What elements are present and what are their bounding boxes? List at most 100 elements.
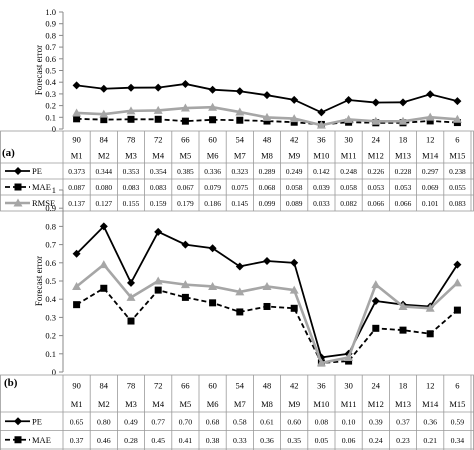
data-point-mae	[236, 308, 244, 316]
x-tick-label-top: 48	[263, 380, 272, 390]
data-point-pe	[317, 108, 326, 117]
y-axis-title: Forecast error	[34, 256, 44, 306]
data-point-rmse	[99, 260, 109, 269]
data-point-mae	[290, 118, 298, 126]
data-point-pe	[344, 95, 353, 104]
data-point-rmse	[398, 301, 408, 310]
data-label-mae: 0.075	[231, 183, 248, 192]
legend-entry-pe: PE	[5, 166, 42, 176]
data-point-pe	[181, 240, 190, 249]
x-tick-label-bottom: M8	[261, 399, 273, 409]
data-point-mae	[73, 115, 81, 123]
data-label-rmse: 0.159	[150, 199, 167, 208]
data-point-mae	[236, 116, 244, 124]
data-point-rmse	[153, 276, 163, 285]
data-label-pe: 0.61	[260, 417, 274, 426]
data-label-pe: 0.60	[287, 417, 301, 426]
y-tick-label: 0	[52, 124, 56, 134]
data-label-mae: 0.068	[259, 183, 276, 192]
series-line-pe	[75, 224, 459, 359]
data-point-pe	[127, 83, 135, 92]
legend-label: MAE	[32, 435, 51, 445]
x-tick-label-bottom: M3	[125, 399, 137, 409]
data-label-mae: 0.34	[451, 436, 465, 445]
y-tick-label: 0.2	[45, 331, 56, 341]
data-point-pe	[72, 249, 81, 258]
data-point-pe	[208, 85, 217, 94]
data-point-mae	[127, 115, 135, 123]
data-label-mae: 0.039	[313, 183, 330, 192]
data-point-rmse	[425, 303, 435, 312]
y-tick-label: 0.4	[45, 294, 56, 304]
data-label-pe: 0.323	[231, 167, 248, 176]
legend-marker	[14, 436, 22, 444]
data-label-pe: 0.65	[70, 417, 84, 426]
data-point-mae	[426, 117, 434, 125]
x-tick-label-bottom: M9	[288, 151, 300, 161]
data-label-pe: 0.37	[396, 417, 410, 426]
data-point-rmse	[425, 112, 435, 121]
legend-label: RMSE	[32, 198, 55, 208]
data-label-pe: 0.249	[286, 167, 303, 176]
data-label-rmse: 0.066	[367, 199, 384, 208]
data-point-pe	[290, 258, 299, 267]
legend-marker	[13, 198, 23, 207]
data-label-mae: 0.38	[206, 436, 220, 445]
legend-marker	[14, 183, 22, 191]
data-point-rmse	[371, 280, 381, 289]
x-tick-label-bottom: M9	[288, 399, 300, 409]
data-label-pe: 0.142	[313, 167, 330, 176]
y-tick-label: 0.9	[45, 19, 56, 29]
x-tick-label-top: 72	[154, 135, 163, 145]
data-label-rmse: 0.099	[259, 199, 276, 208]
data-label-pe: 0.238	[449, 167, 466, 176]
data-label-mae: 0.35	[287, 436, 301, 445]
data-label-mae: 0.46	[97, 436, 111, 445]
data-label-pe: 0.58	[233, 417, 247, 426]
x-tick-label-top: 12	[426, 135, 435, 145]
data-point-mae	[290, 304, 298, 312]
panel-label: (a)	[2, 147, 15, 159]
data-point-mae	[73, 301, 81, 309]
x-tick-label-top: 24	[372, 380, 381, 390]
series-mae	[73, 284, 461, 367]
chart-panel-b: 0 0.1 0.2 0.3 0.4 0.5 0.6 0.7 0.8 0.9 1 Forecast er…	[0, 185, 474, 450]
panel-label: (b)	[4, 377, 18, 389]
data-label-mae: 0.053	[367, 183, 384, 192]
data-label-pe: 0.80	[97, 417, 111, 426]
x-tick-label-bottom: M4	[152, 399, 165, 409]
data-point-rmse	[180, 280, 190, 289]
data-point-pe	[371, 98, 380, 107]
y-tick-label: 0.3	[45, 312, 56, 322]
x-tick-label-top: 30	[344, 380, 353, 390]
y-tick-label: 1	[52, 185, 56, 195]
data-label-mae: 0.069	[422, 183, 439, 192]
x-tick-label-bottom: M14	[422, 399, 439, 409]
y-tick-label: 0.3	[45, 89, 56, 99]
data-point-pe	[154, 227, 163, 236]
x-tick-label-top: 36	[317, 380, 326, 390]
y-axis-title: Forecast error	[34, 45, 44, 95]
data-label-mae: 0.33	[233, 436, 247, 445]
x-tick-label-top: 42	[290, 380, 299, 390]
data-label-rmse: 0.179	[177, 199, 194, 208]
x-tick-label-top: 72	[154, 380, 163, 390]
y-tick-label: 0.7	[45, 42, 56, 52]
data-label-pe: 0.226	[367, 167, 384, 176]
data-label-mae: 0.058	[340, 183, 357, 192]
y-tick-label: 0.5	[45, 66, 56, 76]
data-point-pe	[453, 260, 462, 269]
data-point-rmse	[398, 116, 408, 125]
data-point-rmse	[344, 352, 354, 361]
data-point-rmse	[72, 281, 82, 290]
data-label-pe: 0.354	[150, 167, 167, 176]
y-tick-label: 0.8	[45, 221, 56, 231]
data-label-pe: 0.10	[342, 417, 356, 426]
x-tick-label-top: 18	[399, 135, 408, 145]
data-point-mae	[181, 117, 189, 125]
data-point-mae	[372, 324, 380, 332]
x-tick-label-bottom: M2	[98, 399, 110, 409]
data-label-pe: 0.344	[95, 167, 112, 176]
y-tick-label: 0.4	[45, 77, 56, 87]
